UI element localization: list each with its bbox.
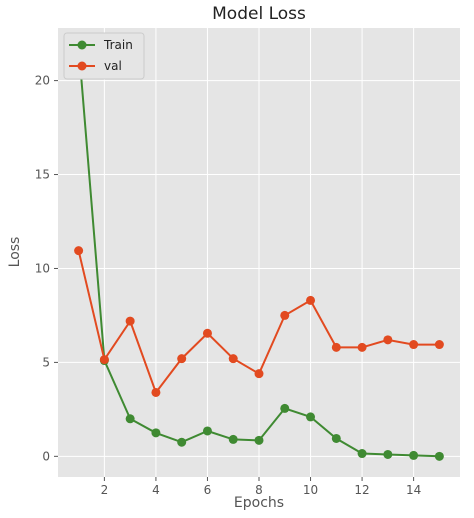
data-point-train xyxy=(228,434,238,444)
x-tick-label: 4 xyxy=(152,483,160,497)
data-point-val xyxy=(357,342,367,352)
data-point-train xyxy=(254,435,264,445)
data-point-val xyxy=(99,355,109,365)
data-point-val xyxy=(280,310,290,320)
data-point-train xyxy=(177,437,187,447)
data-point-val xyxy=(151,387,161,397)
data-point-val xyxy=(331,342,341,352)
y-tick-label: 20 xyxy=(35,74,50,88)
data-point-train xyxy=(306,412,316,422)
data-point-train xyxy=(202,426,212,436)
chart-title: Model Loss xyxy=(212,4,306,24)
y-axis-ticks: 0 5 10 15 20 xyxy=(35,74,58,463)
data-point-train xyxy=(434,451,444,461)
x-tick-label: 14 xyxy=(406,483,421,497)
data-point-val xyxy=(254,369,264,379)
legend-marker-train xyxy=(77,40,87,50)
data-point-val xyxy=(306,295,316,305)
legend-label-val: val xyxy=(104,59,122,73)
data-point-train xyxy=(357,449,367,459)
y-tick-label: 0 xyxy=(42,449,50,463)
y-tick-label: 5 xyxy=(42,355,50,369)
data-point-val xyxy=(74,246,84,256)
data-point-val xyxy=(202,328,212,338)
data-point-val xyxy=(228,354,238,364)
data-point-train xyxy=(383,449,393,459)
legend-marker-val xyxy=(77,61,87,71)
data-point-train xyxy=(409,450,419,460)
data-point-train xyxy=(125,414,135,424)
x-axis-label: Epochs xyxy=(234,495,284,511)
legend-label-train: Train xyxy=(103,38,133,52)
data-point-val xyxy=(434,340,444,350)
data-point-val xyxy=(409,340,419,350)
legend: Train val xyxy=(63,32,145,80)
x-tick-label: 12 xyxy=(354,483,369,497)
x-tick-label: 8 xyxy=(255,483,263,497)
data-point-val xyxy=(383,335,393,345)
data-point-val xyxy=(125,316,135,326)
data-point-val xyxy=(177,354,187,364)
x-axis-ticks: 2 4 6 8 10 12 14 xyxy=(101,477,421,497)
y-tick-label: 15 xyxy=(35,168,50,182)
data-point-train xyxy=(280,403,290,413)
y-tick-label: 10 xyxy=(35,261,50,275)
series-layer xyxy=(74,40,444,461)
grid-lines xyxy=(58,28,460,477)
x-tick-label: 10 xyxy=(303,483,318,497)
data-point-train xyxy=(151,428,161,438)
x-tick-label: 2 xyxy=(101,483,109,497)
x-tick-label: 6 xyxy=(204,483,212,497)
y-axis-label: Loss xyxy=(7,237,23,268)
data-point-train xyxy=(331,433,341,443)
